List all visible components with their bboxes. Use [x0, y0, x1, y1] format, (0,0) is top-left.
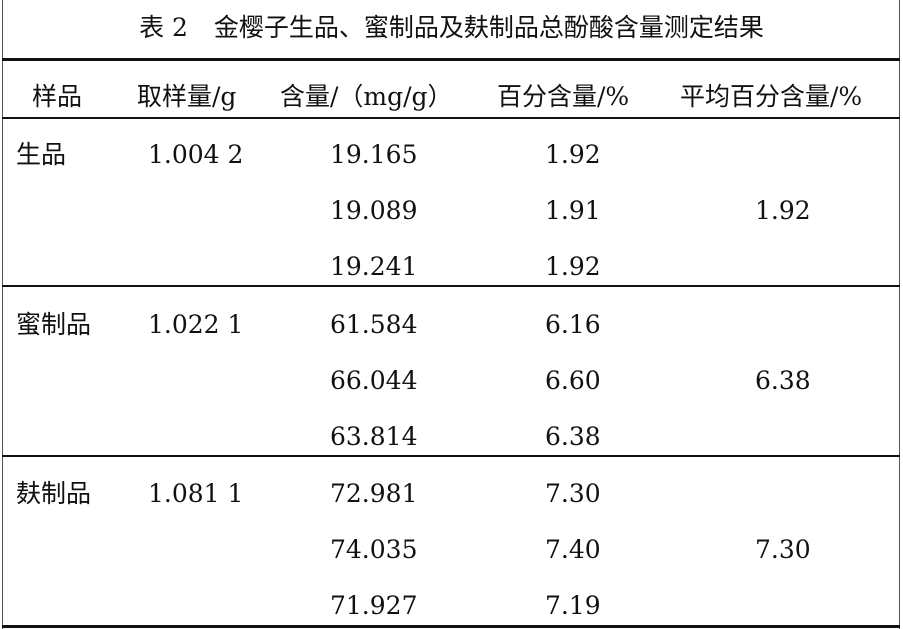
percent-value: 6.60	[545, 366, 601, 395]
table-left-border	[2, 0, 3, 629]
table-title: 金樱子生品、蜜制品及麸制品总酚酸含量测定结果	[213, 13, 764, 42]
avg-percent-value: 1.92	[755, 196, 811, 225]
table-number: 表 2	[139, 13, 188, 42]
content-value: 74.035	[330, 535, 418, 564]
group-divider	[2, 285, 900, 287]
percent-value: 1.92	[545, 140, 601, 169]
table-right-border	[899, 0, 900, 629]
group-divider	[2, 455, 900, 457]
percent-value: 7.19	[545, 591, 601, 620]
header-weight: 取样量/g	[137, 82, 237, 111]
top-rule	[2, 58, 900, 61]
content-value: 72.981	[330, 479, 418, 508]
sample-weight: 1.004 2	[148, 140, 244, 169]
bottom-rule	[2, 625, 900, 628]
header-percent: 百分含量/%	[497, 82, 630, 111]
header-sample: 样品	[32, 82, 83, 111]
content-value: 19.241	[330, 252, 418, 281]
sample-weight: 1.081 1	[148, 479, 244, 508]
content-value: 66.044	[330, 366, 418, 395]
sample-name: 生品	[16, 140, 67, 169]
percent-value: 6.38	[545, 422, 601, 451]
content-value: 19.089	[330, 196, 418, 225]
header-content: 含量/（mg/g）	[280, 82, 453, 111]
content-value: 71.927	[330, 591, 418, 620]
percent-value: 1.91	[545, 196, 601, 225]
sample-weight: 1.022 1	[148, 310, 244, 339]
percent-value: 1.92	[545, 252, 601, 281]
content-value: 63.814	[330, 422, 418, 451]
percent-value: 7.30	[545, 479, 601, 508]
percent-value: 7.40	[545, 535, 601, 564]
table-caption: 表 2 金樱子生品、蜜制品及麸制品总酚酸含量测定结果	[0, 10, 903, 46]
content-value: 19.165	[330, 140, 418, 169]
content-value: 61.584	[330, 310, 418, 339]
percent-value: 6.16	[545, 310, 601, 339]
header-rule	[2, 117, 900, 119]
sample-name: 蜜制品	[16, 310, 92, 339]
avg-percent-value: 6.38	[755, 366, 811, 395]
header-avg-percent: 平均百分含量/%	[680, 82, 863, 111]
sample-name: 麸制品	[16, 479, 92, 508]
avg-percent-value: 7.30	[755, 535, 811, 564]
